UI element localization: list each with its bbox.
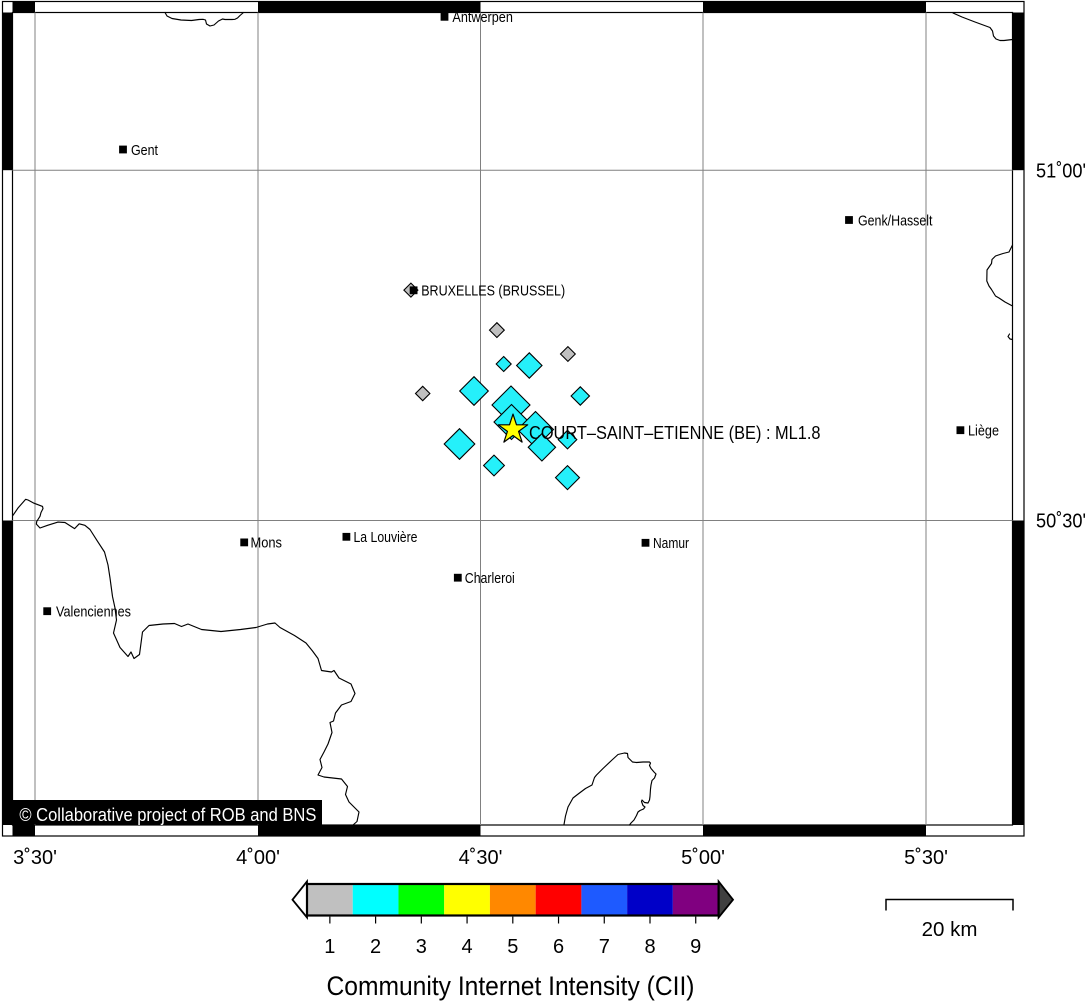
svg-text:Liège: Liège <box>968 424 999 440</box>
svg-text:Valenciennes: Valenciennes <box>56 605 131 621</box>
svg-text:4˚00': 4˚00' <box>236 847 280 869</box>
svg-text:BRUXELLES (BRUSSEL): BRUXELLES (BRUSSEL) <box>421 284 565 300</box>
svg-text:4˚30': 4˚30' <box>459 847 503 869</box>
svg-text:9: 9 <box>690 936 701 958</box>
svg-text:50˚30': 50˚30' <box>1036 511 1086 533</box>
svg-text:2: 2 <box>370 936 381 958</box>
svg-text:6: 6 <box>553 936 564 958</box>
svg-text:5˚00': 5˚00' <box>681 847 725 869</box>
svg-text:Community Internet Intensity (: Community Internet Intensity (CII) <box>327 971 695 1001</box>
svg-text:La Louvière: La Louvière <box>354 530 418 546</box>
svg-text:Genk/Hasselt: Genk/Hasselt <box>858 213 933 229</box>
svg-text:Charleroi: Charleroi <box>465 571 515 587</box>
svg-text:COURT–SAINT–ETIENNE (BE) : ML1: COURT–SAINT–ETIENNE (BE) : ML1.8 <box>529 422 821 443</box>
svg-text:Mons: Mons <box>251 536 283 552</box>
svg-text:Namur: Namur <box>653 536 689 552</box>
svg-text:5˚30': 5˚30' <box>904 847 948 869</box>
svg-text:20 km: 20 km <box>922 918 978 941</box>
svg-text:5: 5 <box>507 936 518 958</box>
svg-text:3˚30': 3˚30' <box>13 847 57 869</box>
svg-text:1: 1 <box>324 936 335 958</box>
svg-text:51˚00': 51˚00' <box>1036 160 1086 182</box>
svg-text:© Collaborative project of ROB: © Collaborative project of ROB and BNS <box>19 804 316 825</box>
svg-text:8: 8 <box>644 936 655 958</box>
svg-text:4: 4 <box>462 936 473 958</box>
svg-text:3: 3 <box>416 936 427 958</box>
svg-text:Antwerpen: Antwerpen <box>452 10 513 26</box>
svg-text:Gent: Gent <box>131 143 158 159</box>
svg-text:7: 7 <box>599 936 610 958</box>
